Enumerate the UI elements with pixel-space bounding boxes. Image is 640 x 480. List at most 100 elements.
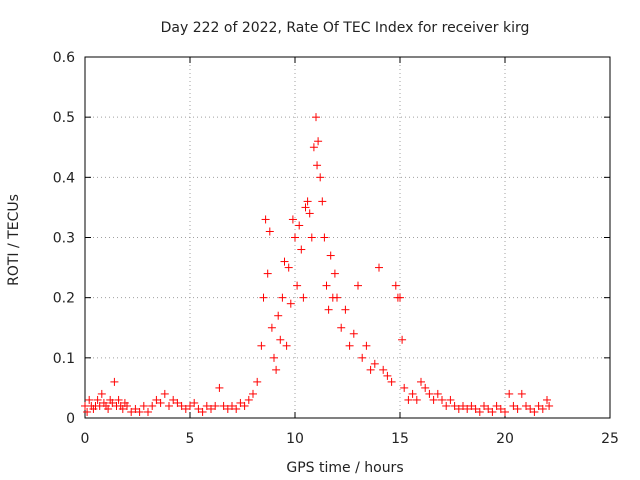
data-point [438,395,446,404]
data-point [127,407,136,416]
data-point [301,203,310,212]
data-point [417,377,425,386]
data-point [286,299,295,308]
data-point [318,197,327,206]
data-point [326,251,335,260]
data-point [475,407,484,416]
data-point [471,404,480,413]
data-point [467,401,476,410]
data-point [104,404,113,413]
data-point [108,398,117,407]
data-point [295,221,304,230]
data-point [278,293,287,302]
data-point [320,233,329,242]
data-point [488,407,497,416]
data-point [480,401,488,410]
data-point [83,407,92,416]
data-point [181,404,190,413]
data-point [282,341,291,350]
data-point [293,281,302,290]
data-point [114,395,123,404]
data-point [314,137,323,146]
data-point [305,209,314,218]
data-point [297,245,306,254]
data-point [543,395,551,404]
data-point [263,269,272,278]
data-point [408,389,417,398]
data-point [534,401,543,410]
data-point [526,404,535,413]
data-point [244,395,253,404]
data-point [425,389,434,398]
data-point [463,404,472,413]
data-point [257,341,266,350]
data-point [433,389,442,398]
data-point [169,395,178,404]
data-point [492,401,501,410]
data-point [249,389,257,398]
x-tick-label: 15 [391,431,409,447]
data-point [370,359,379,368]
data-point [228,401,236,410]
y-axis-label: ROTI / TECUs [6,194,22,286]
data-point [316,173,325,182]
data-point [152,395,161,404]
data-point [135,407,144,416]
data-point [383,371,392,380]
data-point [110,377,119,386]
data-points [81,113,554,416]
data-point [345,341,354,350]
data-point [85,395,94,404]
data-point [330,269,339,278]
data-point [341,305,350,314]
data-point [144,407,152,416]
x-tick-label: 0 [81,431,90,447]
data-point [313,161,322,170]
data-point [446,395,455,404]
data-point [309,143,318,152]
data-point [202,401,211,410]
data-point [404,395,413,404]
data-point [139,401,148,410]
data-point [501,407,509,416]
data-point [513,404,522,413]
data-point [123,401,131,410]
data-point [362,341,371,350]
data-point [299,293,308,302]
x-tick-label: 25 [601,431,619,447]
data-point [398,335,407,344]
data-point [219,401,228,410]
data-point [454,404,463,413]
data-point [280,257,289,266]
data-point [354,281,362,290]
data-point [240,401,249,410]
data-point [232,404,241,413]
data-point [173,398,182,407]
x-tick-label: 20 [496,431,514,447]
data-point [517,389,526,398]
data-point [118,404,127,413]
data-point [324,305,333,314]
data-point [160,389,169,398]
y-tick-label: 0.6 [53,50,75,66]
data-point [274,311,283,320]
data-point [267,323,276,332]
y-tick-label: 0.4 [53,170,75,186]
data-point [522,401,530,410]
data-point [358,353,367,362]
x-axis-label: GPS time / hours [286,460,403,476]
data-point [421,383,430,392]
data-point [349,329,358,338]
data-point [391,281,400,290]
ticks-layer: 0 5 10 15 20 25 0 0.1 0.2 0.3 0.4 0.5 0.6 [53,50,619,447]
data-point [259,293,268,302]
data-point [366,365,375,374]
data-point [412,395,421,404]
data-point [505,389,514,398]
data-point [276,335,285,344]
data-point [236,398,245,407]
data-point [165,401,173,410]
data-point [538,404,547,413]
y-tick-label: 0.2 [53,291,75,307]
